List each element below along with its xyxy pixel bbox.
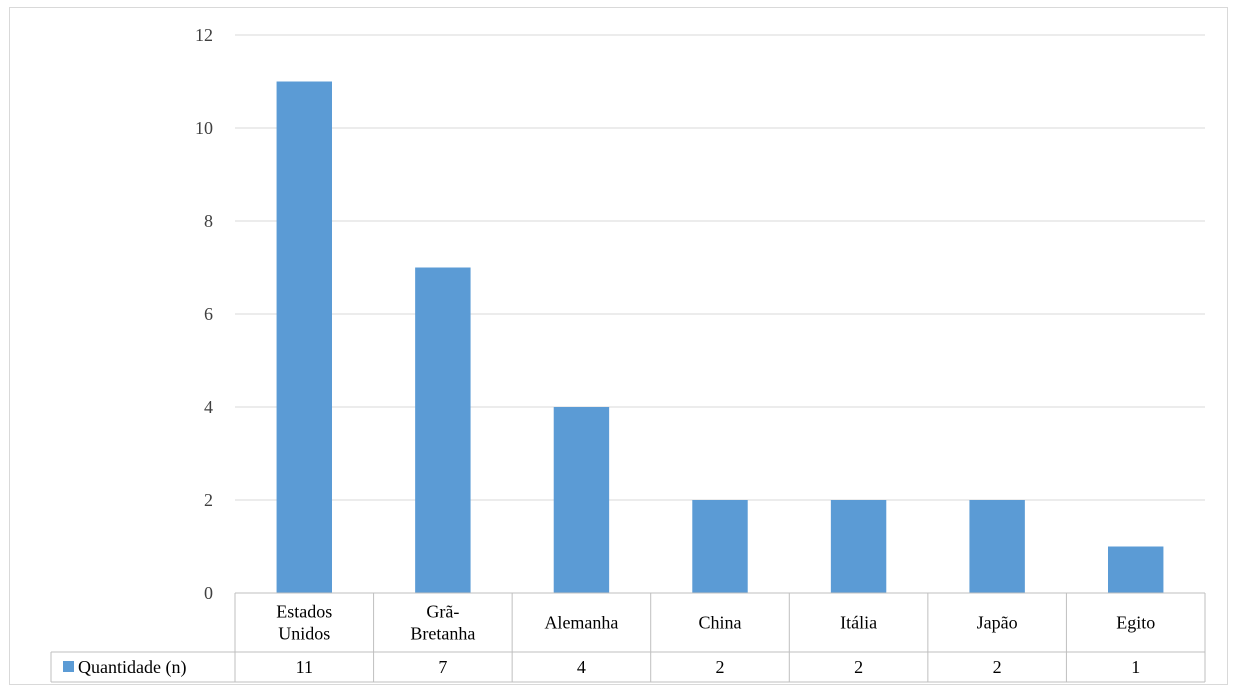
bar	[1108, 546, 1164, 593]
y-tick-label: 6	[204, 304, 213, 324]
x-category-label: Grã-	[426, 602, 459, 622]
bar	[415, 267, 471, 593]
x-category-label: Egito	[1116, 613, 1155, 633]
x-category-label: Estados	[276, 602, 332, 622]
x-category-label: Alemanha	[544, 613, 618, 633]
x-category-label: Itália	[840, 613, 877, 633]
data-table-value: 7	[438, 657, 447, 677]
chart-frame	[9, 7, 1228, 685]
bar	[692, 500, 748, 593]
data-table-value: 4	[577, 657, 586, 677]
x-category-label: China	[699, 613, 742, 633]
x-category-label: Bretanha	[410, 624, 475, 644]
data-table-value: 2	[993, 657, 1002, 677]
y-tick-label: 2	[204, 490, 213, 510]
bar	[969, 500, 1025, 593]
data-table-value: 2	[854, 657, 863, 677]
data-table-value: 11	[296, 657, 313, 677]
bar	[553, 407, 610, 593]
y-tick-label: 12	[195, 25, 213, 45]
y-tick-label: 8	[204, 211, 213, 231]
data-table-value: 2	[716, 657, 725, 677]
y-tick-label: 0	[204, 583, 213, 603]
y-tick-label: 10	[195, 118, 213, 138]
x-category-label: Unidos	[278, 624, 330, 644]
x-category-label: Japão	[977, 613, 1018, 633]
data-table-value: 1	[1131, 657, 1140, 677]
legend-swatch	[63, 661, 74, 672]
bar	[830, 500, 887, 593]
bar	[276, 81, 332, 593]
y-tick-label: 4	[204, 397, 213, 417]
legend-series-name: Quantidade (n)	[78, 657, 186, 678]
